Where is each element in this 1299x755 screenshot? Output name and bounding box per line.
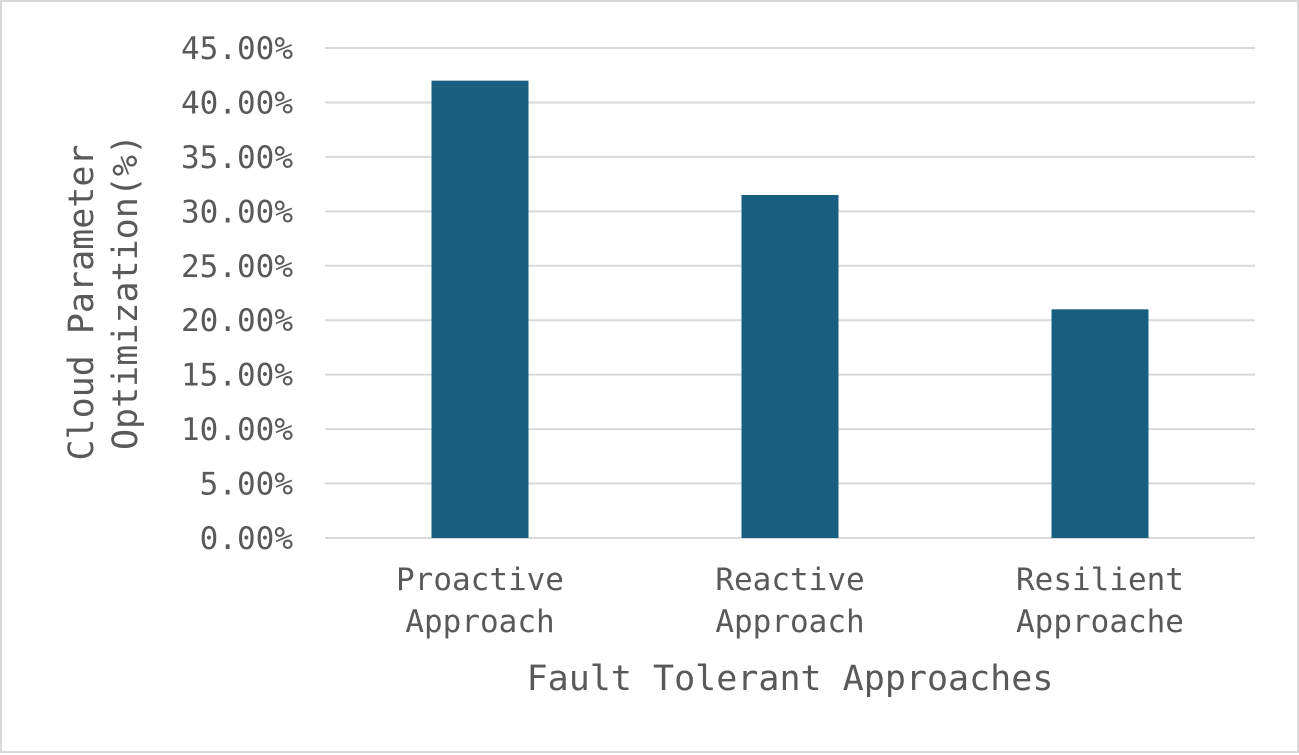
- y-tick-label: 0.00%: [200, 521, 294, 557]
- y-tick-label: 15.00%: [181, 358, 293, 394]
- x-category-label-line: Proactive: [396, 562, 564, 598]
- x-category-labels: Proactive Approach Reactive Approach Resilie…: [396, 562, 1184, 640]
- x-category-label-line: Approach: [715, 604, 864, 640]
- y-axis-title: Cloud Parameter Optimization(%): [62, 123, 146, 460]
- x-category-label-line: Approache: [1016, 604, 1184, 640]
- y-tick-label: 25.00%: [181, 249, 293, 285]
- x-category-label-line: Resilient: [1016, 562, 1184, 598]
- y-tick-label: 5.00%: [200, 467, 294, 503]
- x-axis-title: Fault Tolerant Approaches: [527, 659, 1054, 699]
- y-tick-label: 30.00%: [181, 194, 293, 230]
- y-tick-labels: 0.00% 5.00% 10.00% 15.00% 20.00% 25.00% 30.00%…: [181, 31, 293, 557]
- bar: [741, 195, 839, 538]
- y-tick-label: 40.00%: [181, 85, 293, 121]
- x-category-label: Proactive Approach: [396, 562, 564, 640]
- y-axis-title-line-1: Cloud Parameter: [62, 145, 102, 461]
- x-category-label: Resilient Approache: [1016, 562, 1184, 640]
- x-category-label: Reactive Approach: [715, 562, 864, 640]
- bar: [1051, 309, 1149, 538]
- y-tick-label: 35.00%: [181, 140, 293, 176]
- y-tick-label: 10.00%: [181, 412, 293, 448]
- x-category-label-line: Reactive: [715, 562, 864, 598]
- bars: [431, 80, 1149, 539]
- y-tick-label: 20.00%: [181, 303, 293, 339]
- y-axis-title-line-2: Optimization(%): [106, 134, 146, 450]
- x-category-label-line: Approach: [405, 604, 554, 640]
- y-tick-label: 45.00%: [181, 31, 293, 67]
- bar: [431, 80, 529, 539]
